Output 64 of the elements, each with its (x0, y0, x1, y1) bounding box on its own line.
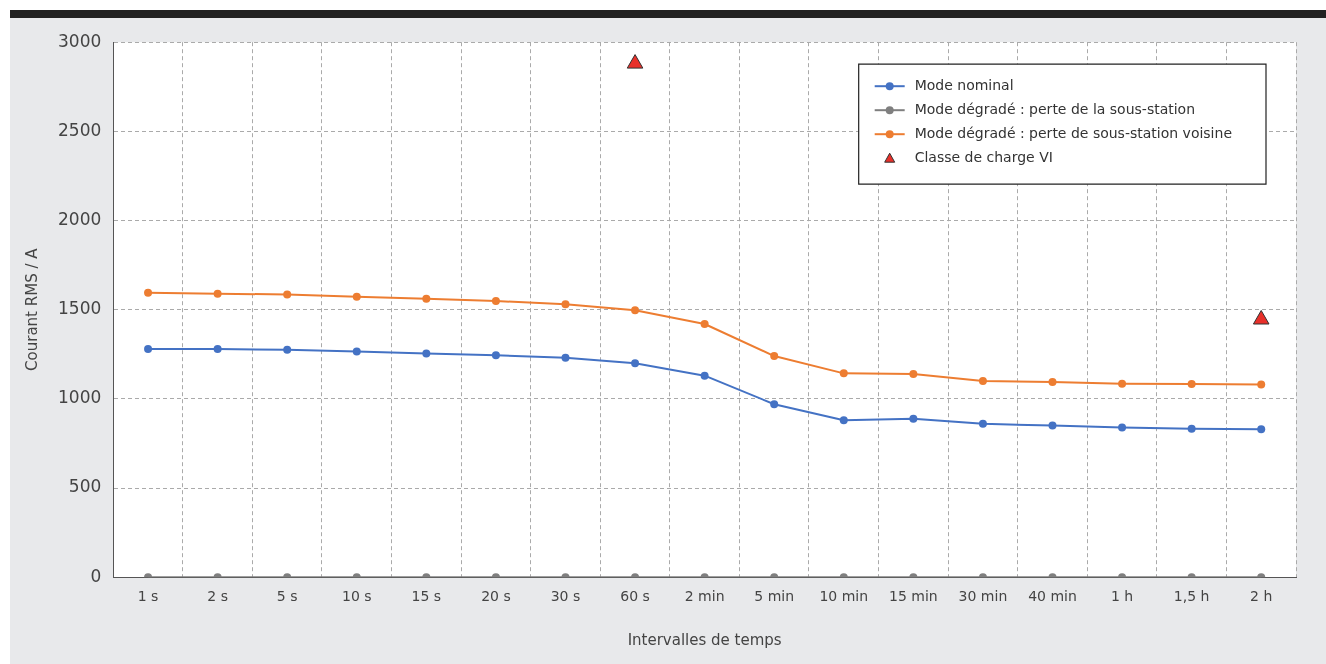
y-tick-label: 3000 (58, 30, 102, 51)
point (1257, 380, 1266, 389)
point (283, 290, 292, 299)
point (1187, 424, 1196, 433)
point (1187, 380, 1196, 389)
point (1257, 425, 1266, 434)
legend-label: Mode dégradé : perte de sous-station voisine (914, 124, 1232, 141)
point (631, 359, 640, 368)
y-tick-label: 1500 (58, 298, 102, 319)
point (1048, 421, 1057, 430)
x-tick-label: 2 h (1250, 588, 1273, 605)
legend-label: Mode dégradé : perte de la sous-station (914, 100, 1196, 117)
x-tick-label: 2 min (684, 588, 725, 605)
y-axis-title: Courant RMS / A (22, 247, 41, 371)
point (561, 353, 570, 362)
x-tick-label: 40 min (1028, 588, 1077, 605)
x-tick-label: 60 s (620, 588, 650, 605)
point (770, 400, 779, 409)
x-axis-title: Intervalles de temps (627, 630, 782, 649)
x-tick-label: 30 min (958, 588, 1008, 605)
y-tick-label: 0 (90, 565, 102, 586)
point (144, 344, 153, 353)
point (213, 344, 222, 353)
legend-label: Mode nominal (914, 76, 1014, 93)
point (839, 369, 848, 378)
point (700, 371, 709, 380)
x-tick-label: 5 s (276, 588, 298, 605)
x-tick-label: 30 s (550, 588, 581, 605)
point (352, 292, 361, 301)
point (700, 319, 709, 328)
x-tick-label: 20 s (481, 588, 511, 605)
point (631, 306, 640, 315)
point (422, 294, 431, 303)
x-tick-label: 1,5 h (1173, 588, 1210, 605)
point (909, 370, 918, 379)
x-tick-label: 15 min (889, 588, 938, 605)
x-tick-label: 15 s (411, 588, 442, 605)
point (770, 352, 779, 361)
y-tick-label: 2500 (58, 119, 102, 140)
point (422, 349, 431, 358)
point (1118, 423, 1127, 432)
x-tick-label: 1 h (1110, 588, 1134, 605)
x-tick-label: 2 s (207, 588, 228, 605)
point (491, 296, 500, 305)
x-tick-label: 10 min (819, 588, 869, 605)
x-tick-label: 5 min (754, 588, 795, 605)
point (909, 414, 918, 423)
y-tick-label: 1000 (58, 387, 102, 408)
point (978, 419, 987, 428)
point (283, 345, 292, 354)
point (1118, 379, 1127, 388)
y-tick-label: 2000 (58, 208, 102, 229)
point (144, 288, 153, 297)
point (1048, 377, 1057, 386)
point (352, 347, 361, 356)
point (491, 351, 500, 360)
point (978, 377, 987, 386)
point (839, 416, 848, 425)
x-tick-label: 1 s (137, 588, 159, 605)
x-tick-label: 10 s (341, 588, 372, 605)
y-tick-label: 500 (68, 476, 102, 497)
legend-label: Classe de charge VI (914, 148, 1053, 165)
point (213, 289, 222, 298)
point (561, 300, 570, 309)
